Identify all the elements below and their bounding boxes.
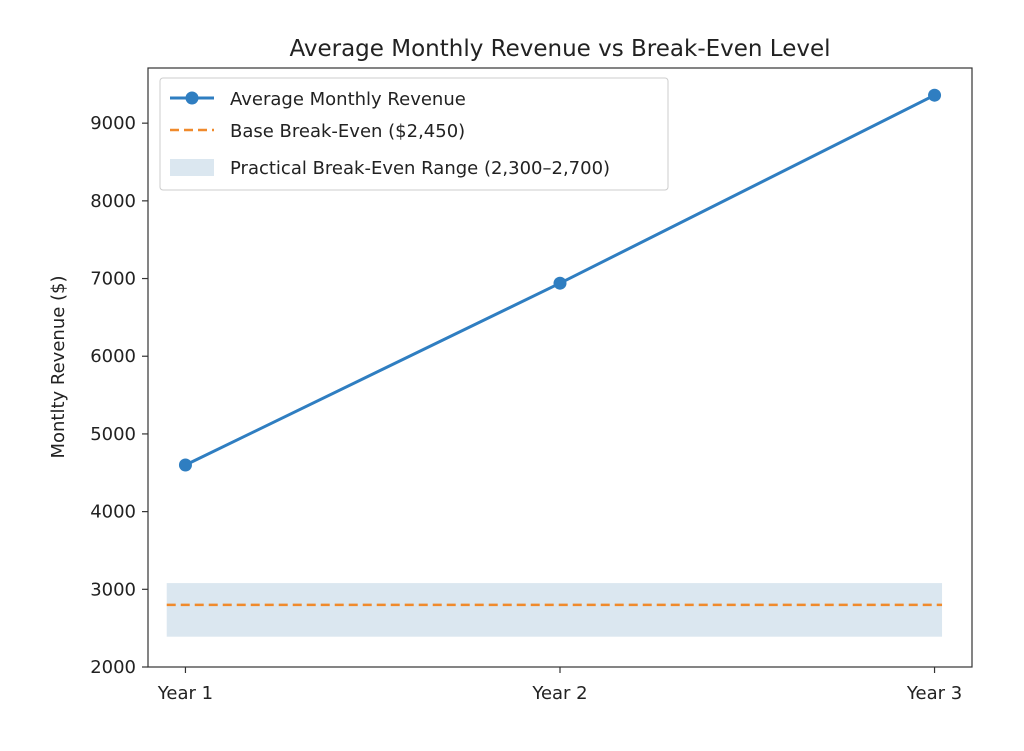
revenue-point: [928, 88, 942, 102]
chart-title: Average Monthly Revenue vs Break-Even Le…: [289, 36, 830, 62]
y-tick-label: 5000: [90, 424, 136, 445]
legend: Average Monthly Revenue Base Break-Even …: [159, 77, 669, 191]
y-tick-label: 9000: [90, 113, 136, 134]
legend-series-marker: [185, 91, 199, 105]
break-even-band: [166, 583, 943, 637]
x-tick-label: Year 1: [157, 683, 213, 704]
legend-series-label: Average Monthly Revenue: [230, 89, 466, 110]
y-tick-label: 6000: [90, 346, 136, 367]
x-tick-label: Year 3: [906, 683, 962, 704]
legend-band-label: Practical Break-Even Range (2,300–2,700): [230, 158, 610, 179]
revenue-point: [178, 458, 192, 472]
y-tick-label: 3000: [90, 579, 136, 600]
legend-band-swatch: [170, 159, 214, 176]
legend-ref-label: Base Break-Even ($2,450): [230, 121, 465, 142]
y-tick-label: 2000: [90, 657, 136, 678]
y-axis-label: Montlty Revenue ($): [48, 275, 69, 458]
y-tick-label: 8000: [90, 191, 136, 212]
y-tick-label: 7000: [90, 269, 136, 290]
revenue-point: [553, 276, 567, 290]
x-tick-label: Year 2: [531, 683, 587, 704]
y-tick-label: 4000: [90, 502, 136, 523]
